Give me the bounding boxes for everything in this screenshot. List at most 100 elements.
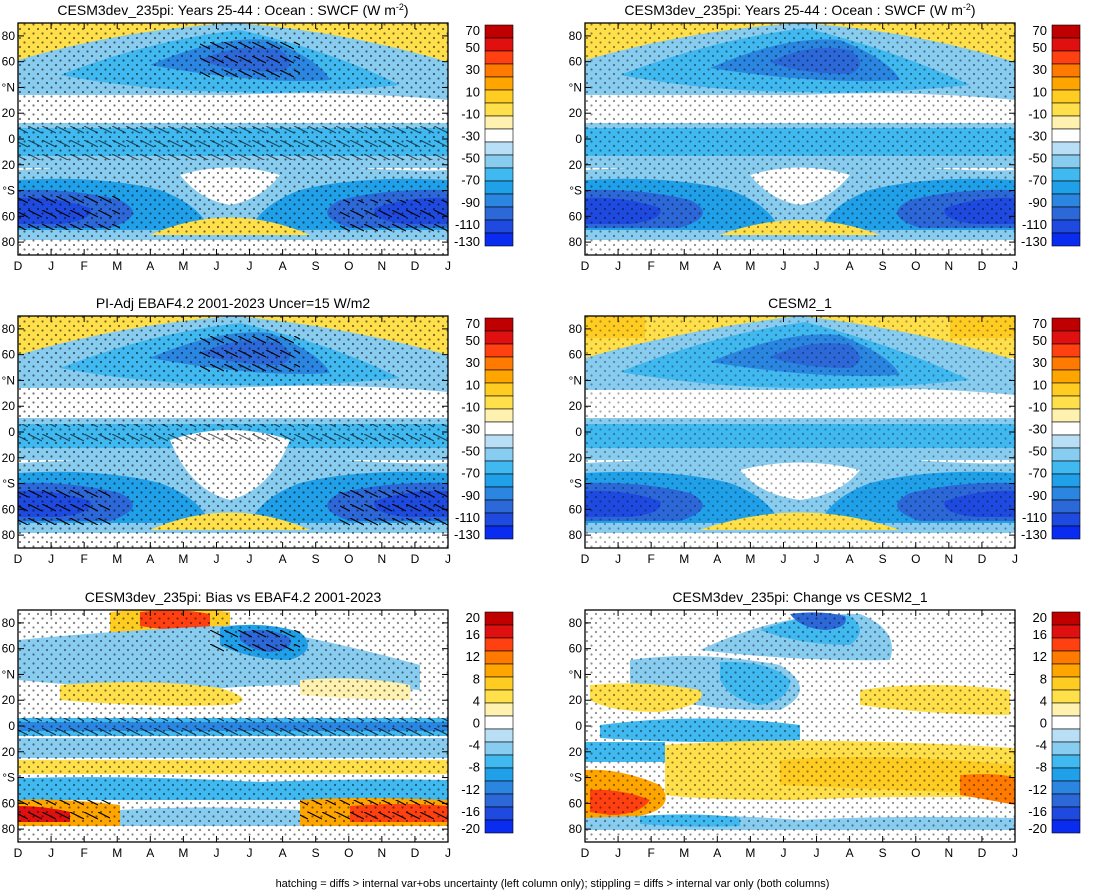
x-tick-label: J	[1012, 552, 1018, 566]
colorbar-label: 30	[466, 355, 480, 370]
colorbar-swatch	[1051, 141, 1081, 156]
x-tick-label: M	[178, 552, 188, 566]
colorbar-label: -70	[1028, 466, 1047, 481]
y-tick-label: 60	[2, 642, 16, 656]
colorbar-swatch	[1051, 650, 1081, 665]
colorbar: 70 50 30 10 -10 -30 -50 -70 -90 -110 -130	[454, 23, 514, 249]
x-tick-label: J	[1012, 259, 1018, 273]
x-tick-label: A	[846, 552, 854, 566]
colorbar-label: -110	[1022, 217, 1047, 232]
colorbar-swatch	[484, 525, 514, 540]
x-tick-label: D	[581, 259, 590, 273]
panel-title: CESM3dev_235pi: Years 25-44 : Ocean : SW…	[57, 2, 408, 18]
y-tick-label: 20	[2, 399, 16, 413]
colorbar: 70 50 30 10 -10 -30 -50 -70 -90 -110 -130	[454, 316, 514, 542]
x-tick-label: O	[344, 846, 353, 860]
y-tick-label: 60	[2, 502, 16, 516]
colorbar-label: 16	[1033, 627, 1047, 642]
x-tick-label: J	[814, 259, 820, 273]
colorbar-swatch	[484, 232, 514, 247]
colorbar-label: -10	[461, 106, 480, 121]
figure: CESM3dev_235pi: Years 25-44 : Ocean : SW…	[2, 2, 1081, 860]
colorbar-swatch	[484, 473, 514, 488]
y-tick-label: 20	[2, 451, 16, 465]
colorbar-swatch	[484, 317, 514, 332]
colorbar-label: -50	[461, 151, 480, 166]
colorbar-swatch	[484, 754, 514, 769]
colorbar-label: -130	[1021, 234, 1047, 249]
x-tick-label: J	[615, 846, 621, 860]
colorbar-swatch	[1051, 767, 1081, 782]
colorbar-label: -20	[461, 821, 480, 836]
x-tick-label: M	[178, 259, 188, 273]
colorbar-label: 70	[1033, 316, 1047, 331]
colorbar-swatch	[484, 37, 514, 52]
colorbar-swatch	[484, 24, 514, 39]
y-tick-label: 80	[569, 822, 583, 836]
y-tick-label: °S	[2, 184, 15, 198]
colorbar-swatch	[484, 89, 514, 104]
y-tick-label: °N	[569, 80, 582, 94]
colorbar-swatch	[1051, 395, 1081, 410]
colorbar-swatch	[1051, 317, 1081, 332]
colorbar-swatch	[484, 702, 514, 717]
field-layer	[18, 23, 448, 255]
field-layer	[585, 23, 1015, 255]
y-tick-label: 20	[569, 693, 583, 707]
colorbar-label: -130	[1021, 527, 1047, 542]
colorbar-label: 30	[1033, 62, 1047, 77]
colorbar-label: 70	[1033, 23, 1047, 38]
y-tick-label: 60	[569, 55, 583, 69]
colorbar-swatch	[484, 206, 514, 221]
colorbar-swatch	[1051, 115, 1081, 130]
colorbar-swatch	[1051, 806, 1081, 821]
y-tick-label: 60	[2, 796, 16, 810]
x-tick-label: A	[279, 552, 287, 566]
y-tick-label: 20	[569, 106, 583, 120]
colorbar-label: 8	[473, 671, 480, 686]
x-tick-label: J	[814, 846, 820, 860]
y-tick-label: 80	[2, 322, 16, 336]
colorbar-swatch	[1051, 219, 1081, 234]
colorbar-swatch	[484, 650, 514, 665]
colorbar-label: -50	[1028, 151, 1047, 166]
colorbar-swatch	[484, 154, 514, 169]
colorbar-label: -10	[1028, 399, 1047, 414]
x-tick-label: N	[378, 259, 387, 273]
colorbar-swatch	[1051, 702, 1081, 717]
y-tick-label: 80	[569, 322, 583, 336]
panel-swcf-model-right: CESM3dev_235pi: Years 25-44 : Ocean : SW…	[569, 2, 1081, 273]
colorbar-swatch	[1051, 741, 1081, 756]
y-tick-label: 80	[569, 616, 583, 630]
colorbar-swatch	[1051, 50, 1081, 65]
x-tick-label: N	[378, 846, 387, 860]
colorbar-label: 16	[466, 627, 480, 642]
x-tick-label: F	[80, 846, 87, 860]
x-tick-label: D	[14, 846, 23, 860]
x-tick-label: S	[879, 846, 887, 860]
colorbar-swatch	[1051, 76, 1081, 91]
colorbar-swatch	[484, 676, 514, 691]
y-tick-label: 20	[2, 693, 16, 707]
y-tick-label: °S	[569, 771, 582, 785]
colorbar-swatch	[484, 115, 514, 130]
x-tick-label: A	[713, 552, 721, 566]
y-tick-label: 80	[2, 528, 16, 542]
colorbar-swatch	[1051, 512, 1081, 527]
colorbar-swatch	[1051, 24, 1081, 39]
colorbar-swatch	[1051, 715, 1081, 730]
colorbar: 20 16 12 8 4 0 -4 -8 -12 -16 -20	[1028, 610, 1081, 836]
colorbar-swatch	[484, 382, 514, 397]
colorbar-label: 30	[466, 62, 480, 77]
colorbar-label: 4	[473, 693, 480, 708]
colorbar-label: -16	[461, 804, 480, 819]
x-tick-label: J	[247, 259, 253, 273]
x-tick-label: O	[911, 259, 920, 273]
y-tick-label: 60	[2, 55, 16, 69]
y-tick-label: 80	[569, 29, 583, 43]
x-tick-label: A	[713, 259, 721, 273]
x-tick-label: D	[411, 552, 420, 566]
colorbar-label: -70	[461, 173, 480, 188]
colorbar-swatch	[484, 219, 514, 234]
colorbar-swatch	[484, 512, 514, 527]
